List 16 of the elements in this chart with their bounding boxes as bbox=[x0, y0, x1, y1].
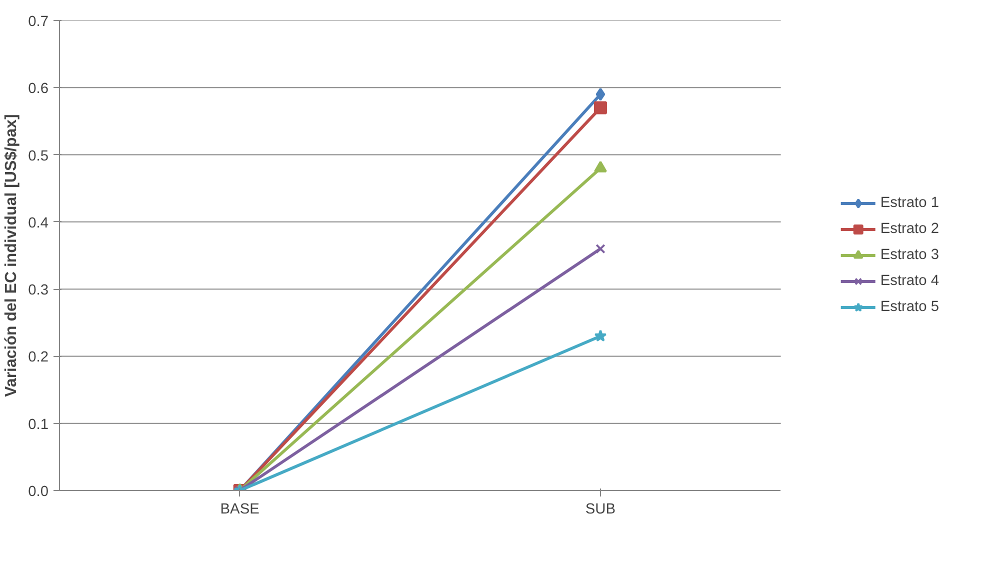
legend-label: Estrato 4 bbox=[880, 273, 939, 289]
x-tick-label: BASE bbox=[220, 502, 260, 518]
y-tick-label: 0.6 bbox=[28, 81, 48, 98]
x-tick-label: SUB bbox=[585, 502, 616, 518]
y-tick-label: 0.4 bbox=[28, 215, 48, 232]
y-tick-label: 0.7 bbox=[28, 14, 48, 30]
y-tick-label: 0.1 bbox=[28, 416, 48, 433]
y-tick-label: 0.0 bbox=[28, 484, 48, 500]
y-tick-label: 0.5 bbox=[28, 148, 48, 164]
legend-label: Estrato 5 bbox=[880, 299, 939, 315]
legend-label: Estrato 1 bbox=[880, 195, 939, 211]
legend-label: Estrato 2 bbox=[880, 221, 939, 237]
y-tick-label: 0.3 bbox=[28, 282, 48, 299]
y-axis-title: Variación del EC individual [US$/pax] bbox=[3, 114, 20, 397]
y-tick-label: 0.2 bbox=[28, 350, 48, 366]
legend-label: Estrato 3 bbox=[880, 247, 939, 263]
